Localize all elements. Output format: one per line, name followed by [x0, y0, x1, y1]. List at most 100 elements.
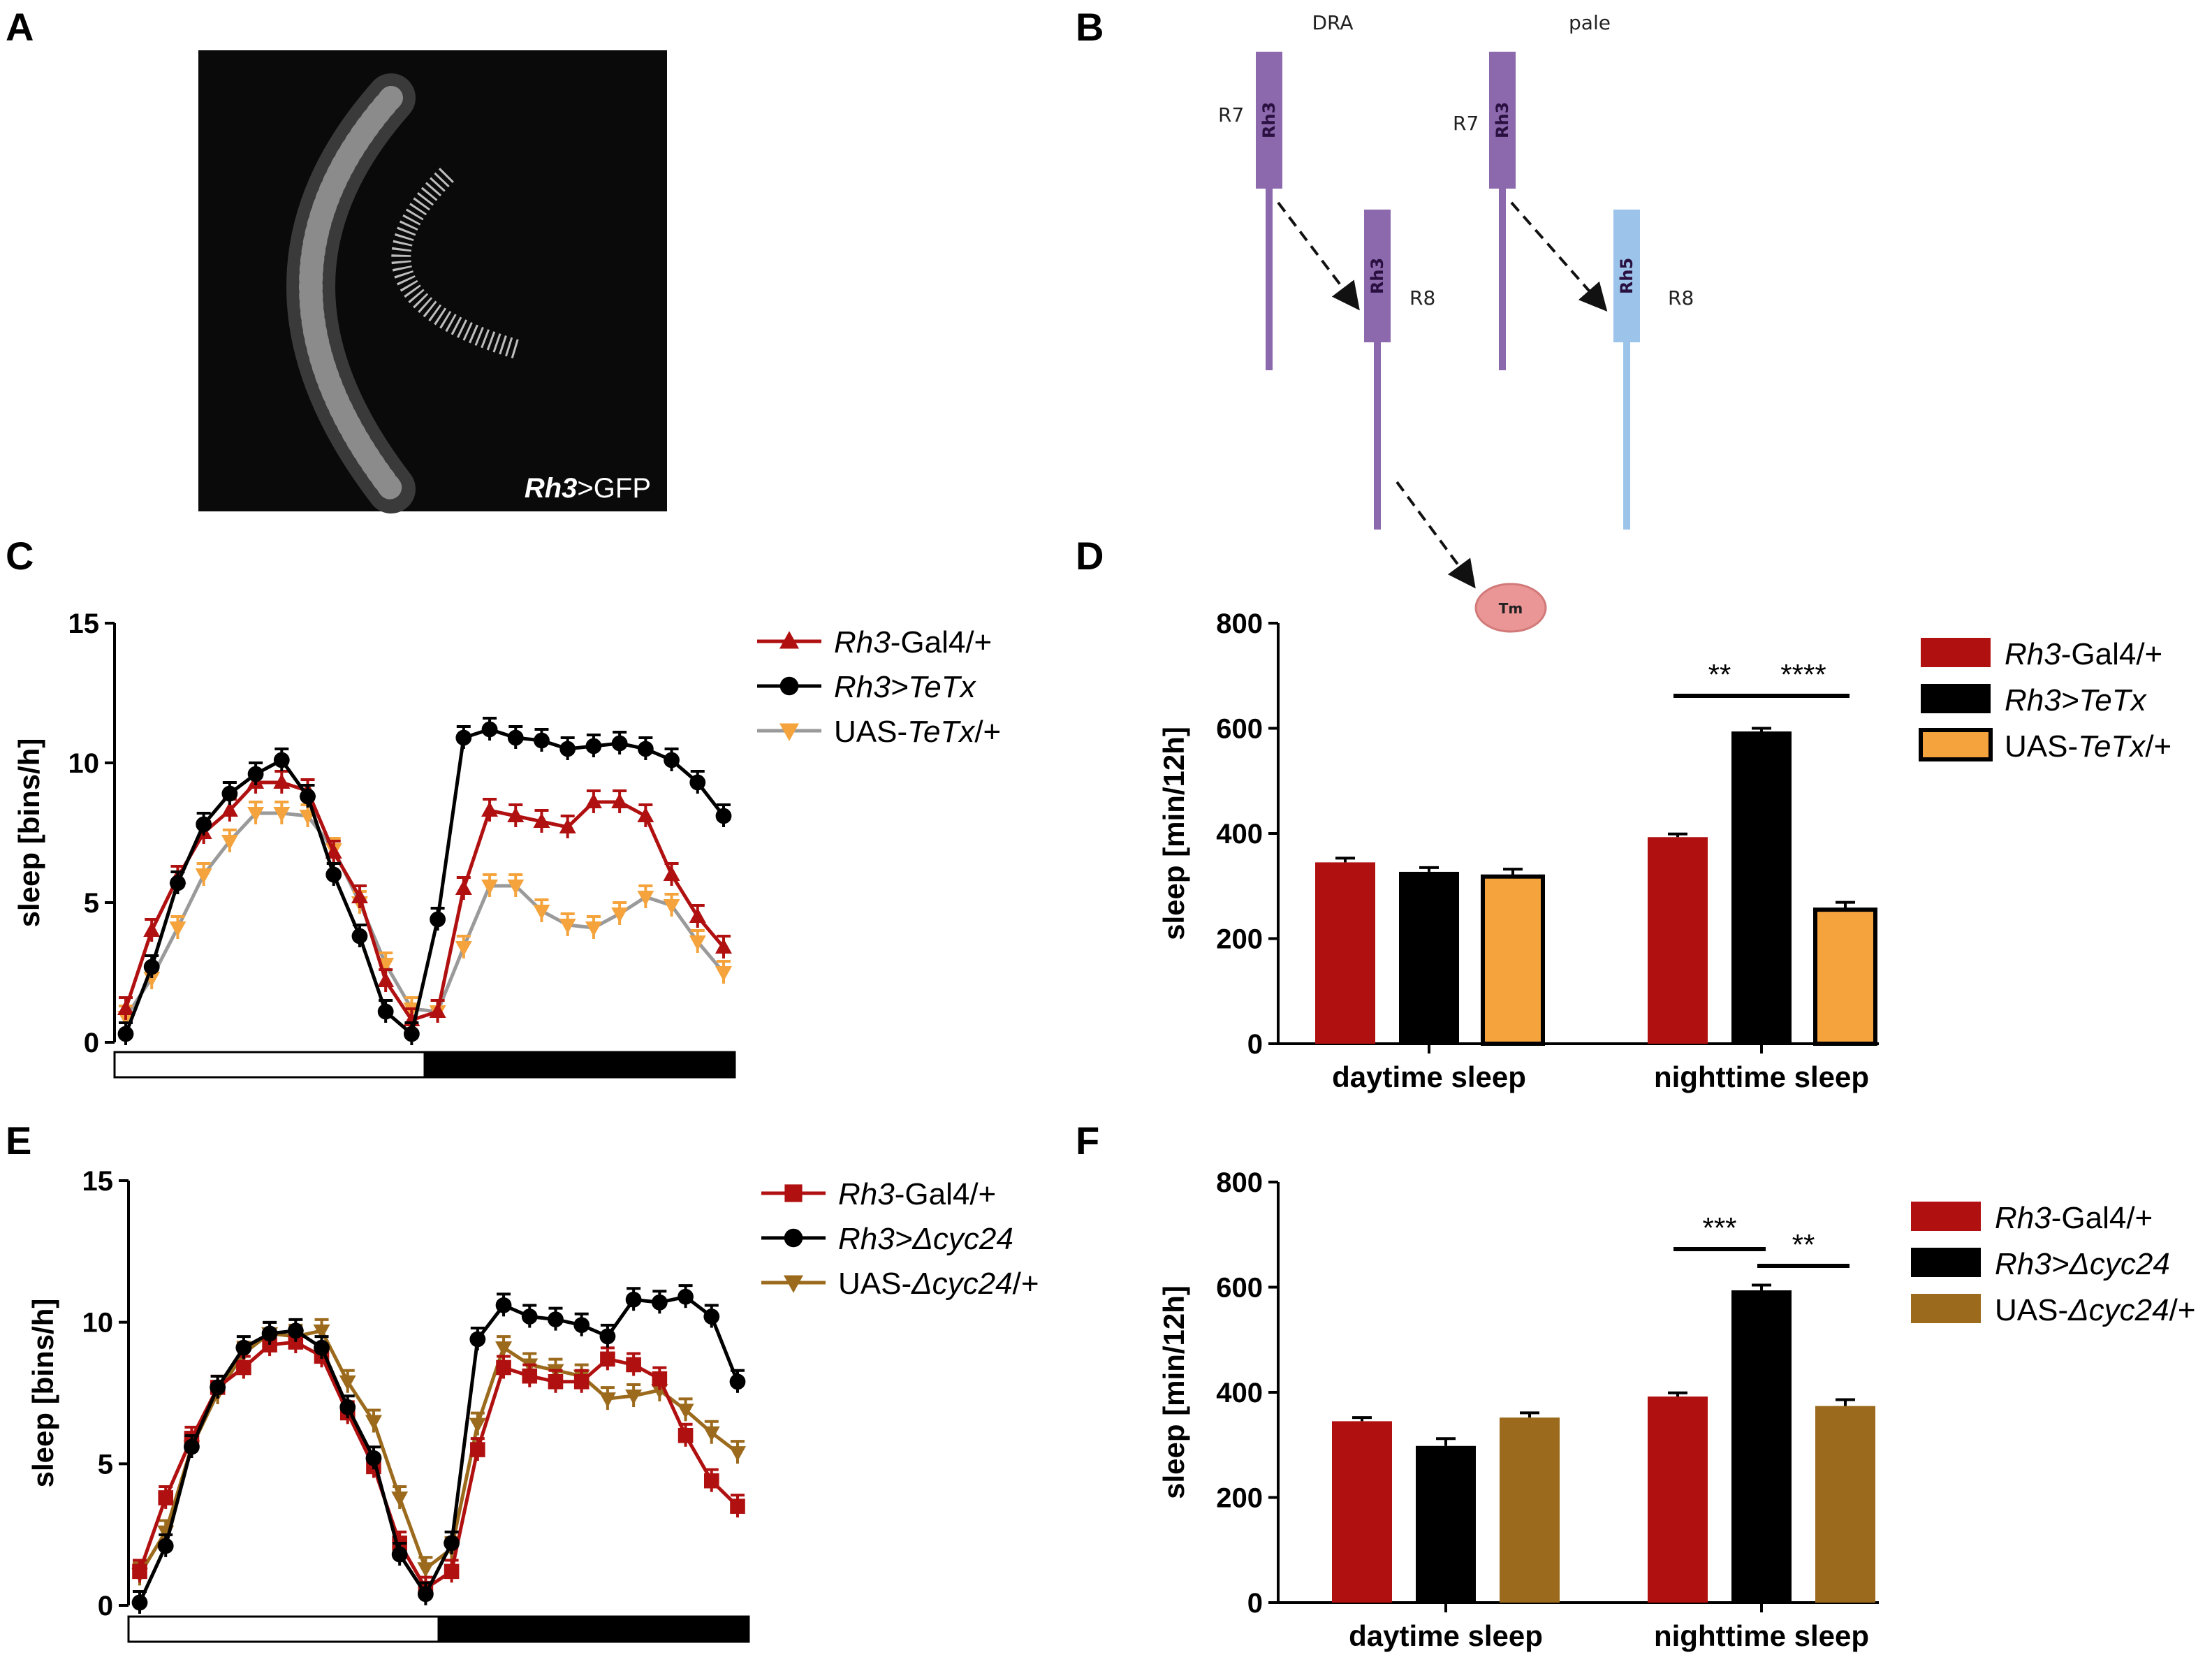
- significance-stars: ***: [1702, 1211, 1736, 1244]
- data-point: [184, 1438, 200, 1455]
- significance-stars: **: [1792, 1228, 1815, 1261]
- y-axis-label: sleep [bins/h]: [13, 738, 45, 928]
- arrow-r7-to-r8-pale: [1510, 201, 1608, 312]
- data-point: [444, 1535, 460, 1552]
- data-point: [729, 1446, 746, 1461]
- bar-rh3-cyc24-daytime-sleep: [1416, 1445, 1476, 1603]
- data-point: [548, 1373, 564, 1390]
- data-point: [730, 1499, 745, 1514]
- bar-rh3-gal4-nighttime-sleep: [1648, 1397, 1708, 1603]
- dra-r7-axon: [1266, 189, 1273, 370]
- data-point: [715, 966, 732, 982]
- data-point: [689, 774, 706, 791]
- data-point: [625, 1291, 642, 1308]
- diagram-title-pale: pale: [1569, 11, 1611, 34]
- data-point: [496, 1359, 511, 1376]
- data-point: [247, 807, 265, 822]
- data-point: [585, 738, 602, 754]
- data-point: [664, 752, 680, 768]
- data-point: [677, 1428, 694, 1443]
- data-point: [377, 1003, 394, 1020]
- legend-swatch: [1921, 638, 1991, 667]
- data-point: [444, 1563, 460, 1580]
- category-label: daytime sleep: [1332, 1060, 1526, 1093]
- bar-rh3-gal4-daytime-sleep: [1315, 862, 1375, 1044]
- bar-uas-tetx-daytime-sleep: [1481, 874, 1545, 1046]
- data-point: [573, 1373, 589, 1390]
- bar-uas-cyc24-nighttime-sleep: [1815, 1406, 1875, 1603]
- legend-label-rest: -Gal4/+: [891, 625, 993, 659]
- series-rh3-tetx: [117, 717, 732, 1045]
- category-label: nighttime sleep: [1654, 1619, 1869, 1652]
- data-point: [663, 866, 680, 881]
- legend-label: Rh3>TeTx: [2005, 683, 2148, 717]
- category-label: daytime sleep: [1349, 1619, 1543, 1652]
- data-point: [715, 808, 732, 824]
- data-point: [287, 1322, 304, 1339]
- data-point: [455, 880, 472, 895]
- light-phase-bar: [127, 1615, 440, 1643]
- bar-uas-cyc24-daytime-sleep: [1500, 1417, 1560, 1603]
- data-point: [611, 907, 629, 923]
- y-tick-label: 5: [84, 888, 99, 919]
- pale-r7-opsin-label: Rh3: [1493, 102, 1512, 138]
- data-point: [403, 1026, 420, 1042]
- data-point: [365, 1415, 382, 1431]
- panel-label-a: A: [6, 5, 34, 49]
- legend-label: Rh3>TeTx: [834, 670, 977, 704]
- data-point: [377, 972, 395, 987]
- diagram-title-dra: DRA: [1312, 11, 1353, 34]
- data-point: [391, 1546, 408, 1563]
- data-point: [132, 1563, 147, 1580]
- data-point: [391, 1491, 409, 1507]
- data-point: [417, 1562, 434, 1577]
- data-point: [637, 891, 654, 906]
- y-tick-label: 0: [1247, 1029, 1263, 1060]
- data-point: [417, 1586, 434, 1603]
- data-point: [158, 1490, 174, 1505]
- legend-label: UAS-Δcyc24/+: [838, 1267, 1039, 1301]
- legend-label-italic: Rh3>Δcyc24: [1995, 1247, 2170, 1281]
- data-point: [677, 1288, 694, 1305]
- data-point: [611, 735, 628, 752]
- legend-marker: [784, 1184, 803, 1202]
- data-point: [351, 928, 368, 945]
- y-tick-label: 400: [1216, 1378, 1263, 1408]
- pale-r8-rhabdomere: [1613, 210, 1640, 342]
- arrow-r7-to-r8-dra: [1277, 201, 1360, 311]
- legend-label-italic: TeTx: [2078, 729, 2146, 764]
- dra-r7-rhabdomere: [1256, 52, 1282, 189]
- legend-label-italic: Rh3: [1995, 1201, 2051, 1235]
- data-point: [637, 741, 654, 757]
- data-point: [261, 1325, 278, 1342]
- data-point: [273, 752, 290, 768]
- y-tick-label: 0: [98, 1591, 113, 1621]
- data-point: [521, 1308, 538, 1325]
- data-point: [703, 1473, 719, 1489]
- y-axis-label: sleep [min/12h]: [1157, 727, 1190, 940]
- data-point: [585, 793, 602, 808]
- data-point: [548, 1311, 564, 1328]
- data-point: [573, 1317, 590, 1334]
- data-point: [715, 938, 732, 954]
- legend-label-italic: Rh3: [834, 625, 891, 659]
- dra-r7-opsin-label: Rh3: [1259, 102, 1279, 138]
- legend-label-rest: -Gal4/+: [2061, 637, 2163, 671]
- data-point: [651, 1294, 668, 1311]
- series-rh3-cyc24: [131, 1284, 746, 1614]
- legend-label: UAS-Δcyc24/+: [1995, 1293, 2196, 1327]
- pale-r7-rhabdomere: [1489, 52, 1516, 189]
- data-point: [196, 816, 212, 833]
- legend-swatch: [1911, 1248, 1981, 1277]
- data-point: [703, 1308, 720, 1325]
- data-point: [481, 880, 499, 895]
- legend-label: Rh3-Gal4/+: [838, 1177, 996, 1211]
- data-point: [273, 807, 291, 822]
- data-point: [273, 773, 291, 789]
- data-point: [117, 1000, 134, 1015]
- data-point: [599, 1392, 616, 1408]
- dra-r7-label: R7: [1218, 103, 1244, 126]
- legend-label-rest: /+: [2145, 729, 2171, 764]
- data-point: [522, 1368, 538, 1384]
